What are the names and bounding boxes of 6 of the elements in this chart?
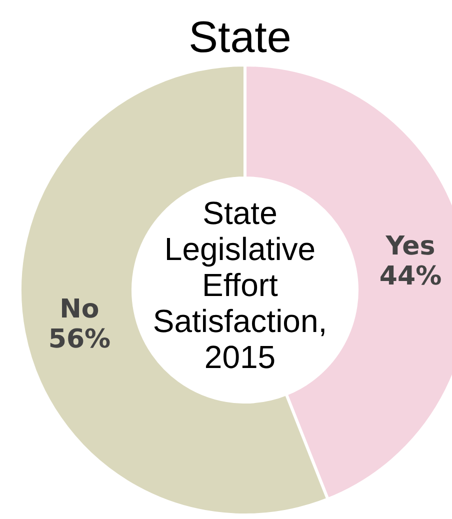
data-label: 44% xyxy=(379,261,442,292)
text: State Legislative Effort Satisfaction, 2015 xyxy=(152,195,328,375)
chart-title: State xyxy=(188,13,292,62)
data-label: 56% xyxy=(48,324,111,355)
slice-label: Yes xyxy=(384,231,436,262)
slice-label: No xyxy=(60,294,100,325)
